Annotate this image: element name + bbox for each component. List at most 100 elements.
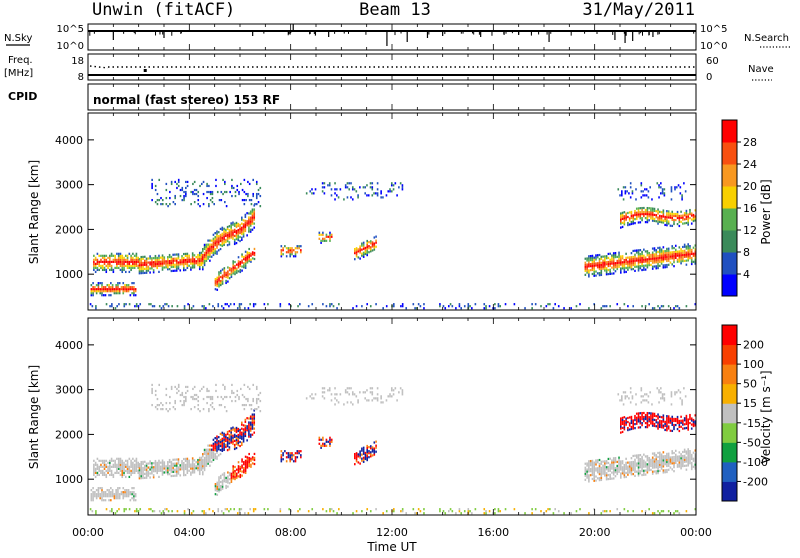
power-cell [366, 247, 369, 251]
velocity-cell [685, 456, 688, 459]
power-cell [193, 262, 196, 265]
velocity-cell [396, 399, 398, 402]
velocity-cell [322, 436, 324, 439]
power-cell [246, 261, 249, 264]
velocity-cell [229, 508, 232, 511]
power-cell [252, 305, 255, 308]
power-cell [604, 259, 606, 262]
velocity-cell [217, 454, 220, 457]
velocity-cell [138, 473, 141, 476]
power-cell [107, 266, 109, 270]
power-cell [689, 210, 691, 214]
velocity-cell [176, 387, 178, 391]
velocity-cell [93, 465, 95, 468]
power-cell [401, 303, 404, 306]
power-cell [641, 206, 643, 210]
power-cell [130, 260, 132, 263]
power-cell [366, 253, 369, 257]
power-cell [147, 267, 150, 270]
power-cell [366, 239, 369, 243]
power-cell [165, 203, 168, 206]
power-cell [289, 247, 291, 250]
power-cell [234, 264, 236, 268]
power-cell [674, 186, 676, 189]
velocity-cell [243, 469, 245, 472]
power-cell [169, 190, 171, 194]
power-cell [235, 229, 238, 233]
power-cell [226, 233, 229, 237]
velocity-cell [336, 399, 338, 402]
power-cell [209, 239, 211, 242]
power-cell [175, 259, 178, 262]
power-cell [640, 182, 643, 185]
power-cell [667, 214, 670, 217]
power-cell [354, 250, 356, 253]
power-cell [202, 256, 204, 259]
velocity-cell [186, 389, 189, 393]
power-cell [605, 305, 608, 308]
power-cell [209, 247, 211, 250]
velocity-cell [170, 474, 173, 478]
power-cell [179, 259, 182, 262]
velocity-cell [690, 417, 693, 420]
velocity-cell [137, 469, 139, 472]
velocity-cell [162, 510, 165, 513]
power-cell [694, 250, 697, 253]
velocity-cell [138, 463, 141, 466]
velocity-cell [600, 512, 603, 515]
velocity-cell [117, 471, 120, 475]
velocity-cell [653, 412, 656, 415]
power-cell [183, 267, 185, 270]
power-cell [90, 292, 93, 295]
velocity-cell [607, 461, 610, 465]
velocity-cell [207, 456, 209, 459]
power-cell [126, 264, 129, 267]
velocity-cell [153, 510, 156, 513]
power-cell [174, 257, 176, 260]
velocity-cell [244, 430, 247, 434]
power-cell [225, 205, 228, 208]
velocity-cell [660, 457, 663, 460]
power-cell [618, 251, 620, 254]
power-cell [93, 254, 95, 257]
velocity-cell [690, 427, 693, 430]
power-cell [676, 305, 679, 308]
power-cell [145, 261, 148, 264]
velocity-cell [540, 510, 542, 513]
power-cell [623, 303, 626, 306]
velocity-cell [121, 465, 124, 468]
velocity-cell [667, 427, 670, 430]
velocity-cell [232, 440, 234, 443]
velocity-cell [209, 403, 212, 407]
velocity-cell [593, 463, 595, 466]
power-cell [205, 245, 208, 248]
velocity-cell [679, 397, 682, 400]
velocity-cell [235, 474, 238, 477]
power-cell [174, 259, 176, 262]
power-cell [239, 264, 242, 268]
velocity-cell [145, 466, 148, 469]
velocity-cell [219, 476, 222, 480]
power-cell [241, 188, 244, 192]
velocity-cell [230, 441, 232, 444]
power-cell [177, 263, 180, 266]
velocity-cell [163, 471, 166, 474]
velocity-cell [233, 427, 236, 430]
power-cell [680, 256, 682, 259]
velocity-cell [104, 491, 107, 494]
velocity-cell [624, 397, 627, 400]
velocity-cell [598, 473, 601, 476]
power-cell [242, 225, 245, 228]
power-cell [126, 266, 129, 270]
power-cell [662, 250, 665, 253]
nsky-panel: N.Sky 10^5 10^0 10^5 10^0 N.Search [4, 23, 790, 52]
power-cell [474, 303, 477, 306]
power-cell [320, 241, 322, 244]
power-cell [135, 305, 138, 308]
power-cell [658, 186, 660, 189]
velocity-cell [666, 427, 668, 430]
velocity-cell [113, 493, 116, 496]
power-cell [117, 262, 120, 265]
velocity-cell [131, 487, 133, 490]
velocity-cell [676, 419, 679, 423]
